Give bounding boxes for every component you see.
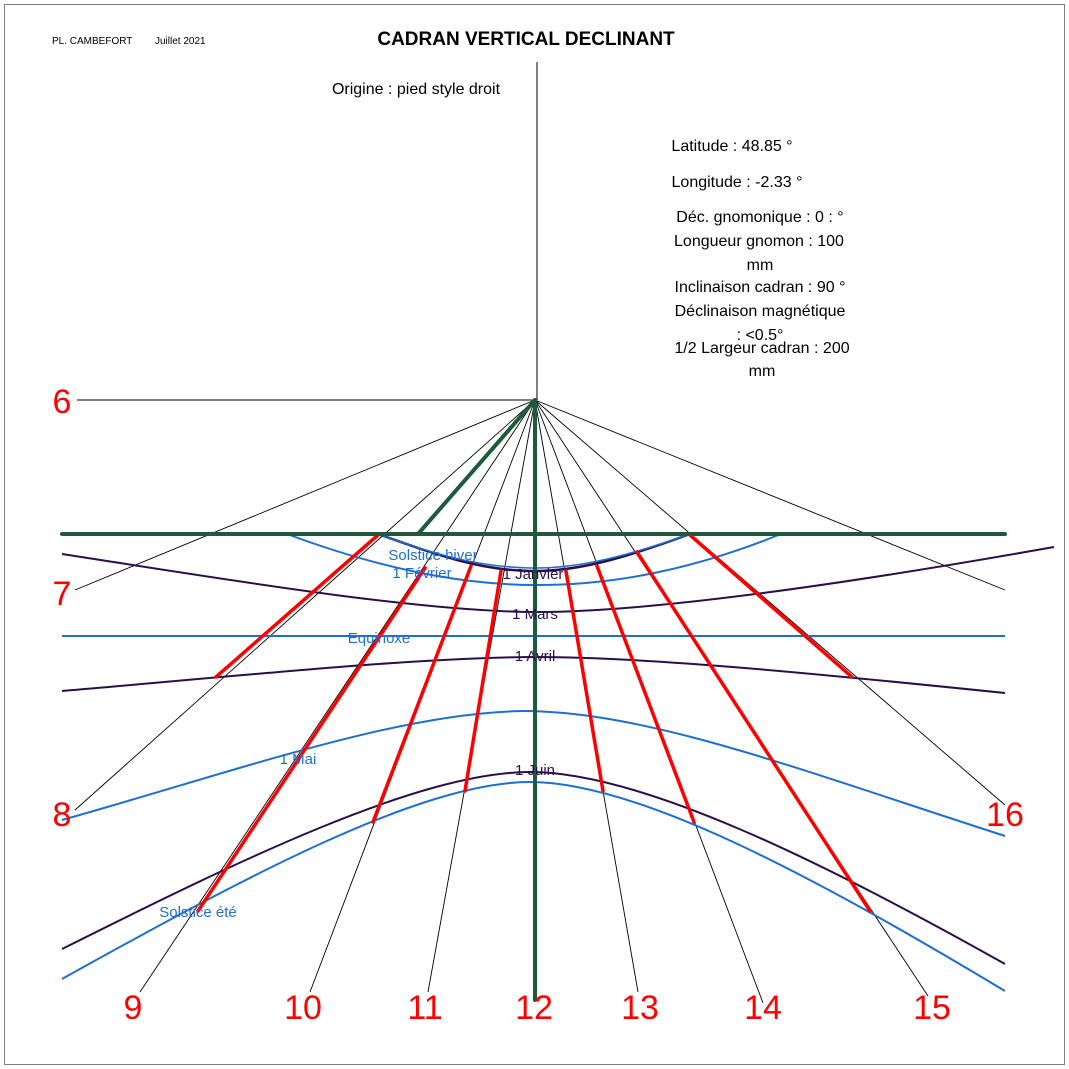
red-hour-segment-8 [214,533,380,679]
date-line-juin [61,770,1006,965]
red-hour-segment-15 [635,550,872,913]
hour-label-14: 14 [744,989,782,1027]
hour-label-15: 15 [913,989,951,1027]
hour-ray-9 [139,399,536,993]
dial-frame [4,4,1065,1065]
param-declinaison-mag-value: : <0.5° [737,327,784,344]
hour-label-13: 13 [621,989,659,1027]
date-line-mars [61,546,1055,614]
date-labels: Solstice hiver 1 Février 1 Janvier 1 Mar… [159,547,563,921]
style-line [416,398,537,536]
red-hour-segment-16 [688,533,854,679]
hour-label-11: 11 [407,989,442,1027]
param-longueur-gnomon: Longueur gnomon : 100 [674,233,844,250]
parameters-block: Latitude : 48.85 ° Longitude : -2.33 ° D… [671,138,849,380]
label-janvier: 1 Janvier [503,566,564,583]
red-hour-segment-9 [196,566,427,913]
hour-label-7: 7 [53,575,72,613]
hour-labels: 6 7 8 9 10 11 12 13 14 15 16 [53,383,1024,1027]
hour-label-9: 9 [124,989,143,1027]
hour-label-16: 16 [986,796,1024,834]
red-hour-segment-14 [595,564,696,824]
param-demi-largeur-unit: mm [749,363,776,380]
origin-note: Origine : pied style droit [332,81,501,98]
red-hour-segment-10 [371,564,473,824]
date-line-mai [61,709,1006,837]
date-label: Juillet 2021 [155,36,206,47]
param-longitude: Longitude : -2.33 ° [672,174,803,191]
gnomon-style [60,398,1007,1002]
hour-ray-8 [74,399,536,811]
hour-label-10: 10 [284,989,322,1027]
label-solstice-hiver: Solstice hiver [388,547,477,564]
label-mai: 1 Mai [280,751,317,768]
hour-ray-17 [534,399,1006,591]
param-dec-gnomonique: Déc. gnomonique : 0 : ° [676,209,843,226]
author-label: PL. CAMBEFORT [52,36,132,47]
red-hour-segments [196,533,872,913]
hour-label-8: 8 [53,796,72,834]
date-lines [61,532,1055,992]
param-latitude: Latitude : 48.85 ° [671,138,792,155]
label-fevrier: 1 Février [392,565,451,582]
label-equinoxe: Equinoxe [348,630,411,647]
hour-label-6: 6 [53,383,72,421]
hour-ray-16 [534,399,1006,806]
param-longueur-gnomon-unit: mm [747,257,774,274]
red-hour-segment-13 [564,569,605,793]
date-line-solstice-ete [61,780,1006,992]
label-mars: 1 Mars [512,606,558,623]
hour-ray-7 [74,399,536,591]
param-declinaison-mag: Déclinaison magnétique [675,303,846,320]
param-demi-largeur: 1/2 Largeur cadran : 200 [674,340,849,357]
label-solstice-ete: Solstice été [159,904,237,921]
label-juin: 1 Juin [515,762,555,779]
label-avril: 1 Avril [515,648,556,665]
red-hour-segment-11 [463,569,503,793]
param-inclinaison: Inclinaison cadran : 90 ° [675,279,846,296]
page-title: CADRAN VERTICAL DECLINANT [377,29,675,50]
hour-label-12: 12 [515,989,553,1027]
